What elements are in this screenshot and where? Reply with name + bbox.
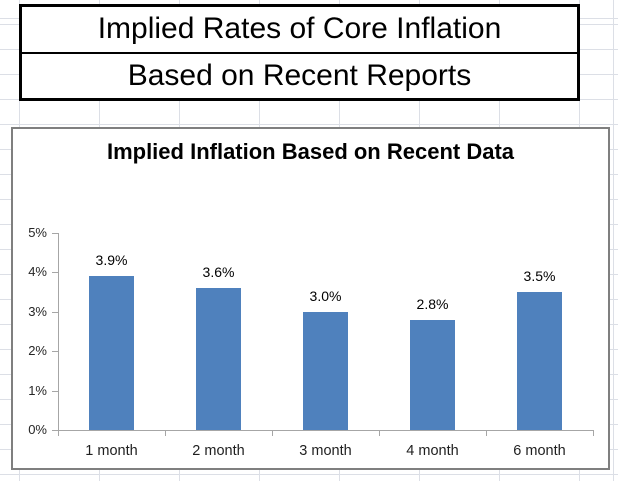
chart-object[interactable]: Implied Inflation Based on Recent Data 5… [11, 127, 610, 470]
x-axis-tick [58, 430, 59, 436]
bar-value-label: 3.5% [523, 268, 556, 285]
x-axis-tick [272, 430, 273, 436]
worksheet-title-line-2: Based on Recent Reports [127, 58, 472, 92]
x-axis-label: 4 month [406, 443, 459, 459]
bar-value-label: 3.9% [95, 252, 128, 269]
x-axis-label: 6 month [513, 443, 566, 459]
y-axis-label: 5% [28, 225, 47, 240]
y-axis-label: 0% [28, 422, 47, 437]
x-axis-label: 1 month [85, 443, 138, 459]
plot-area: 5% 4% 3% 2% 1% 0% 3.9% 1 month 3.6% 2 month 3.0% 3 … [13, 129, 608, 468]
y-axis-tick [52, 233, 58, 234]
bar[interactable] [410, 319, 455, 430]
bar[interactable] [196, 288, 241, 430]
bar-value-label: 3.6% [202, 264, 235, 281]
bar-value-label: 2.8% [416, 295, 449, 312]
y-axis-label: 1% [28, 382, 47, 398]
x-axis-tick [486, 430, 487, 436]
y-axis-label: 3% [28, 303, 47, 319]
bar-value-label: 3.0% [309, 287, 342, 304]
y-axis-tick [52, 390, 58, 392]
x-axis-label: 2 month [192, 443, 245, 459]
y-axis-line [58, 233, 59, 430]
y-axis-tick [52, 272, 58, 274]
y-axis-tick [52, 311, 58, 313]
bar[interactable] [89, 276, 134, 430]
x-axis-line [58, 430, 594, 431]
y-axis-tick [52, 351, 58, 353]
y-axis-tick [52, 430, 58, 431]
x-axis-tick [165, 430, 166, 436]
y-axis-label: 2% [28, 343, 47, 359]
y-axis-label: 4% [28, 264, 47, 280]
bar[interactable] [517, 292, 562, 430]
x-axis-tick [379, 430, 380, 436]
worksheet-title-line-1: Implied Rates of Core Inflation [22, 7, 577, 54]
x-axis-label: 3 month [299, 443, 352, 459]
bar[interactable] [303, 311, 348, 430]
x-axis-tick [593, 430, 594, 436]
excel-gridline-column-right [613, 0, 614, 481]
chart-title: Implied Inflation Based on Recent Data [106, 139, 515, 164]
worksheet-title-textbox[interactable]: Implied Rates of Core Inflation Based on… [19, 4, 580, 101]
